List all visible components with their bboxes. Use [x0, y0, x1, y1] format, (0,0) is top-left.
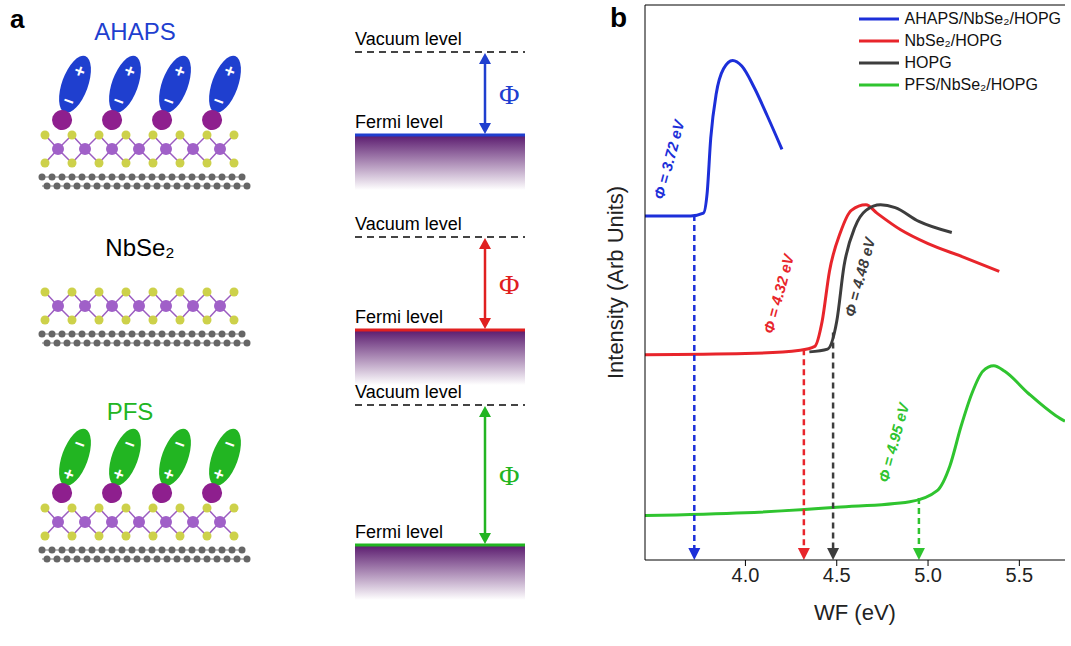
svg-text:Intensity (Arb Units): Intensity (Arb Units) — [603, 186, 628, 379]
svg-text:Φ: Φ — [499, 460, 519, 491]
svg-text:NbSe₂: NbSe₂ — [105, 234, 174, 261]
svg-text:Φ = 4.48 eV: Φ = 4.48 eV — [841, 234, 879, 319]
svg-text:Vacuum level: Vacuum level — [355, 214, 462, 234]
svg-text:−: − — [210, 90, 227, 112]
svg-text:a: a — [10, 4, 25, 34]
svg-text:−: − — [110, 90, 127, 112]
svg-text:Vacuum level: Vacuum level — [355, 382, 462, 402]
html-text:PFS/NbSe₂/HOPG: PFS/NbSe₂/HOPG — [904, 76, 1038, 93]
svg-text:−: − — [121, 433, 138, 455]
svg-text:−: − — [221, 433, 238, 455]
html-text:AHAPS/NbSe₂/HOPG: AHAPS/NbSe₂/HOPG — [904, 10, 1061, 27]
svg-text:−: − — [60, 90, 77, 112]
svg-text:5.0: 5.0 — [914, 564, 942, 586]
svg-text:−: − — [171, 433, 188, 455]
svg-text:Φ = 4.95 eV: Φ = 4.95 eV — [875, 399, 913, 484]
svg-text:4.5: 4.5 — [823, 564, 851, 586]
svg-text:−: − — [160, 90, 177, 112]
html-text:b: b — [610, 2, 628, 33]
svg-text:5.5: 5.5 — [1005, 564, 1033, 586]
svg-text:4.0: 4.0 — [732, 564, 760, 586]
svg-text:Φ = 3.72 eV: Φ = 3.72 eV — [650, 116, 688, 201]
svg-text:+: + — [121, 60, 138, 82]
svg-text:+: + — [71, 60, 88, 82]
svg-text:Fermi level: Fermi level — [355, 522, 443, 542]
svg-text:WF (eV): WF (eV) — [814, 600, 896, 625]
html-text:NbSe₂/HOPG: NbSe₂/HOPG — [904, 32, 1003, 49]
svg-text:Φ = 4.32 eV: Φ = 4.32 eV — [760, 251, 798, 336]
svg-text:PFS: PFS — [107, 398, 154, 425]
svg-text:Fermi level: Fermi level — [355, 112, 443, 132]
svg-text:+: + — [60, 463, 77, 485]
svg-text:+: + — [160, 463, 177, 485]
svg-text:Vacuum level: Vacuum level — [355, 29, 462, 49]
svg-text:Φ: Φ — [499, 79, 519, 110]
svg-text:+: + — [110, 463, 127, 485]
html-text:HOPG: HOPG — [904, 54, 952, 71]
svg-text:Φ: Φ — [499, 269, 519, 300]
svg-text:+: + — [221, 60, 238, 82]
svg-text:Fermi level: Fermi level — [355, 307, 443, 327]
svg-text:AHAPS: AHAPS — [94, 18, 175, 45]
svg-text:−: − — [71, 433, 88, 455]
svg-text:+: + — [210, 463, 227, 485]
svg-text:+: + — [171, 60, 188, 82]
